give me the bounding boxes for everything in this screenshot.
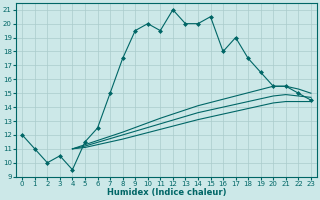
X-axis label: Humidex (Indice chaleur): Humidex (Indice chaleur): [107, 188, 226, 197]
